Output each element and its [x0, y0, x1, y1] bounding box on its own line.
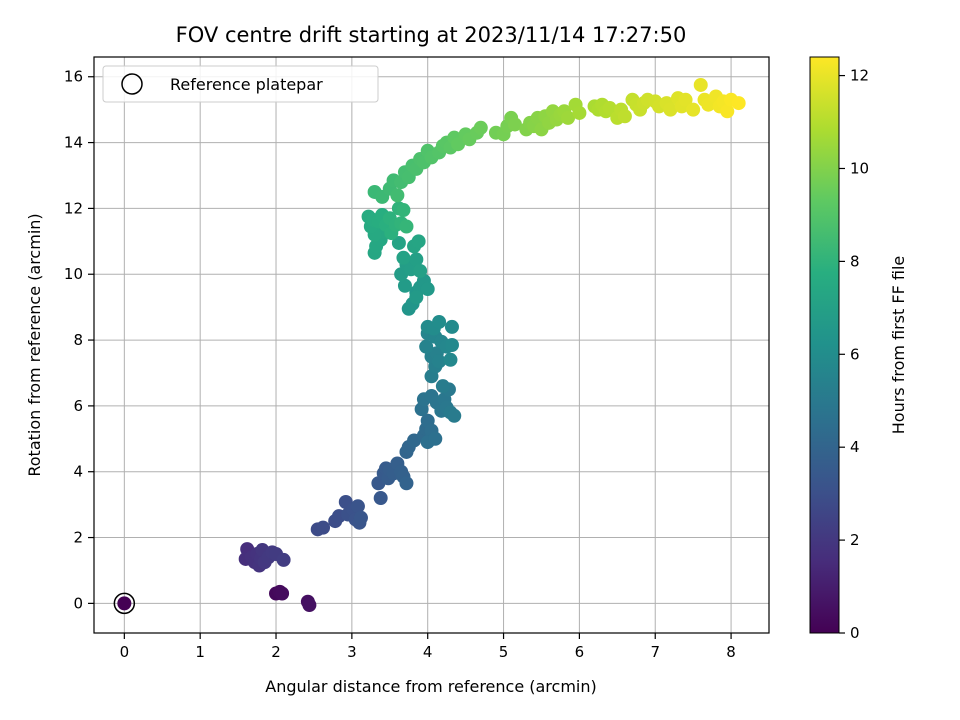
data-point	[397, 278, 412, 293]
data-point	[720, 104, 735, 119]
data-point	[731, 96, 746, 111]
y-tick-label: 2	[73, 529, 83, 547]
data-point	[396, 203, 411, 218]
colorbar-tick-label: 10	[850, 159, 869, 177]
y-tick-label: 10	[64, 265, 83, 283]
chart-title: FOV centre drift starting at 2023/11/14 …	[176, 23, 687, 47]
data-point	[399, 476, 414, 491]
data-point	[275, 586, 290, 601]
colorbar-tick-label: 8	[850, 252, 860, 270]
x-tick-label: 3	[347, 643, 357, 661]
data-point	[561, 110, 576, 125]
y-tick-label: 8	[73, 331, 83, 349]
data-point	[678, 92, 693, 107]
data-point	[353, 510, 368, 525]
data-point	[428, 431, 443, 446]
data-point	[409, 252, 424, 267]
legend: Reference platepar	[102, 65, 379, 103]
data-point	[316, 520, 331, 535]
data-point	[617, 109, 632, 124]
y-tick-label: 4	[73, 463, 83, 481]
x-tick-label: 0	[120, 643, 130, 661]
y-tick-label: 16	[64, 68, 83, 86]
x-tick-label: 1	[195, 643, 205, 661]
legend-box	[102, 65, 379, 103]
reference-platepar-marker	[113, 592, 136, 615]
data-point	[447, 408, 462, 423]
data-point	[443, 352, 458, 367]
x-axis-label: Angular distance from reference (arcmin)	[265, 677, 596, 696]
plot-frame	[93, 56, 770, 634]
colorbar	[809, 56, 840, 634]
data-point	[350, 499, 365, 514]
data-point	[686, 102, 701, 117]
data-point	[373, 491, 388, 506]
data-point	[420, 282, 435, 297]
data-point	[602, 101, 617, 116]
x-axis-ticks: 0 1 2 3 4 5 6 7 8	[120, 633, 736, 661]
colorbar-label: Hours from first FF file	[889, 256, 908, 435]
colorbar-tick-label: 6	[850, 345, 860, 363]
data-point	[391, 235, 406, 250]
data-point	[419, 339, 434, 354]
data-point	[693, 77, 708, 92]
data-point	[411, 234, 426, 249]
data-point	[663, 102, 678, 117]
colorbar-tick-label: 12	[850, 67, 869, 85]
y-tick-label: 14	[64, 134, 83, 152]
y-tick-label: 0	[73, 594, 83, 612]
data-point	[409, 290, 424, 305]
x-tick-label: 7	[650, 643, 660, 661]
data-point	[117, 596, 132, 611]
data-point	[507, 117, 522, 132]
legend-entry-reference: Reference platepar	[170, 75, 323, 94]
reference-marker	[113, 592, 136, 615]
data-point	[390, 188, 405, 203]
y-axis-label: Rotation from reference (arcmin)	[25, 213, 44, 476]
data-point	[572, 105, 587, 120]
data-point	[444, 338, 459, 352]
data-point	[473, 120, 488, 135]
data-point	[396, 250, 411, 265]
data-point	[435, 379, 450, 394]
y-tick-label: 6	[73, 397, 83, 415]
colorbar-tick-label: 4	[850, 438, 860, 456]
x-tick-label: 6	[575, 643, 585, 661]
y-tick-label: 12	[64, 199, 83, 217]
x-tick-label: 4	[423, 643, 433, 661]
data-point	[276, 552, 291, 567]
colorbar-tick-label: 2	[850, 531, 860, 549]
data-point	[302, 598, 317, 613]
data-point	[432, 354, 447, 369]
data-points	[117, 77, 746, 613]
data-point	[451, 137, 466, 152]
colorbar-tick-label: 0	[850, 624, 860, 642]
data-point	[444, 319, 459, 334]
y-axis-ticks: 0 2 4 6 8 10 12 14 16	[64, 68, 94, 612]
x-tick-label: 8	[726, 643, 736, 661]
data-point	[399, 219, 414, 234]
colorbar-ticks: 0 2 4 6 8 10 12	[839, 67, 869, 642]
x-tick-label: 5	[499, 643, 509, 661]
x-tick-label: 2	[271, 643, 281, 661]
legend-marker-icon	[121, 73, 143, 95]
data-point	[432, 314, 447, 329]
data-point	[413, 263, 428, 278]
